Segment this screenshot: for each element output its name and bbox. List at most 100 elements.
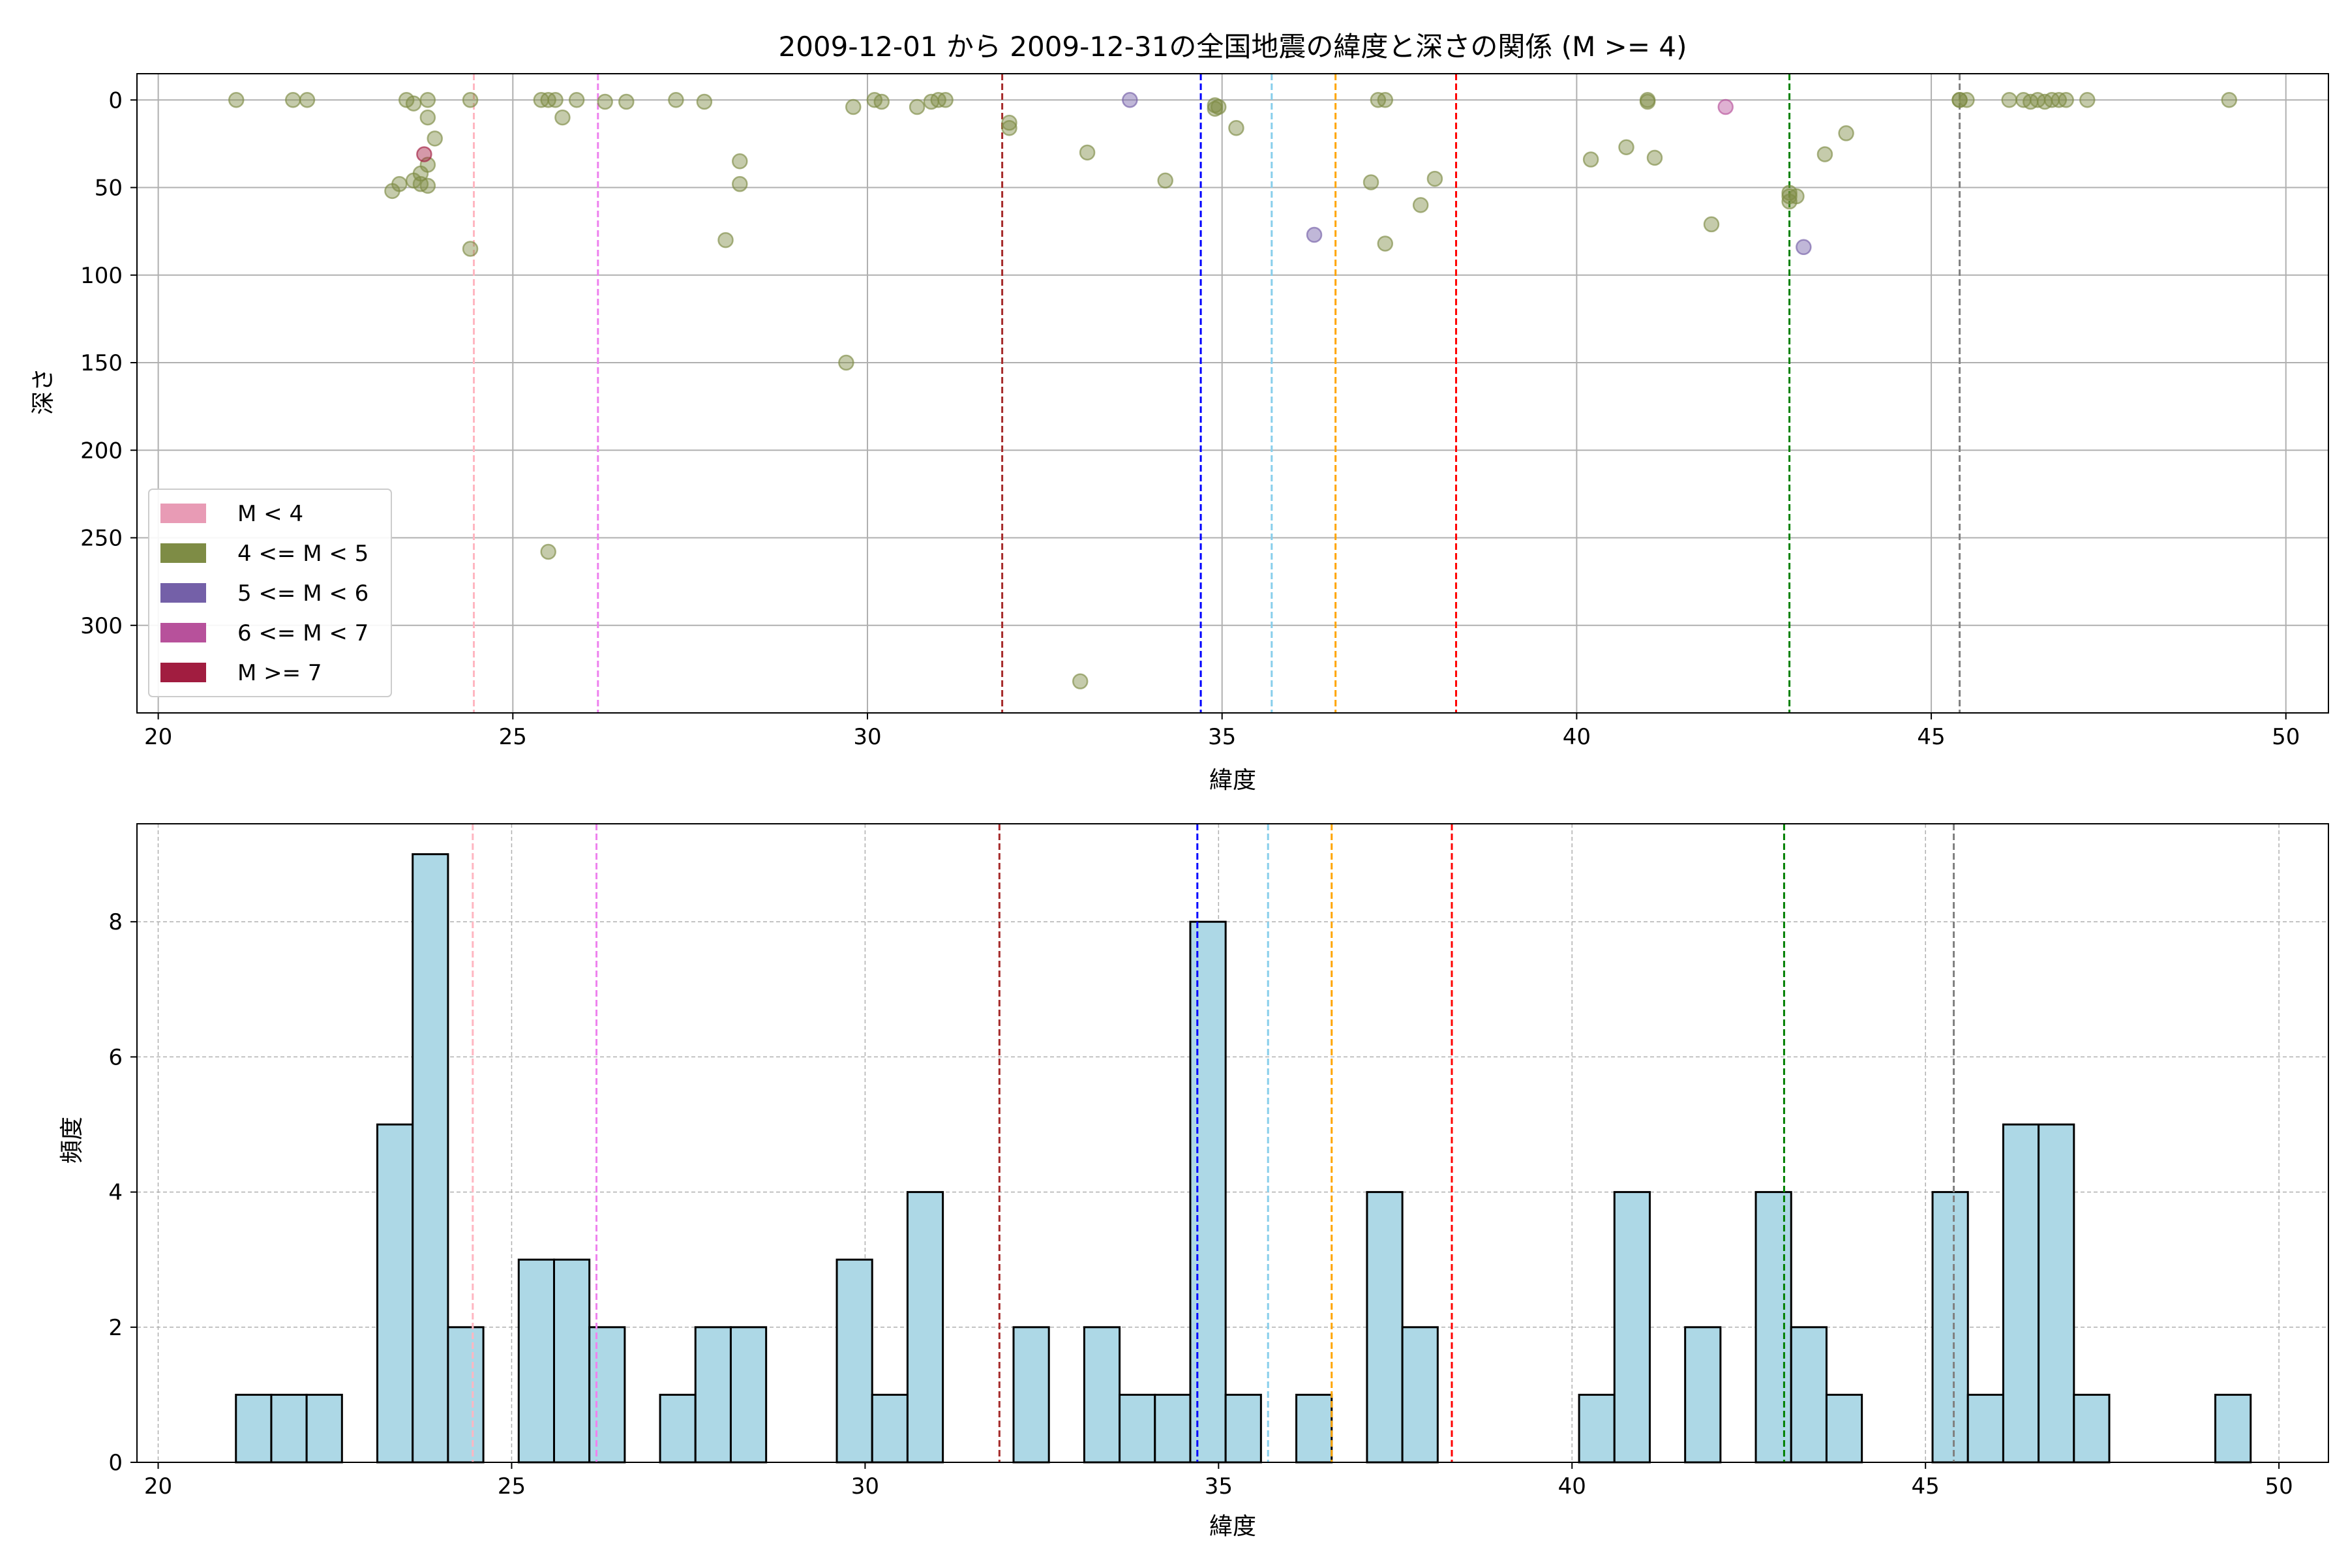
scatter-point — [1001, 119, 1017, 136]
scatter-point — [462, 92, 479, 108]
scatter-point — [391, 175, 408, 192]
scatter-point — [1639, 93, 1656, 110]
legend-swatch — [160, 663, 206, 682]
legend-label: M >= 7 — [237, 660, 322, 686]
scatter-y-tick-label: 250 — [80, 526, 123, 552]
scatter-x-axis-label: 緯度 — [1209, 767, 1256, 794]
scatter-point — [1959, 92, 1975, 108]
scatter-point — [732, 153, 748, 170]
scatter-y-tick-label: 200 — [80, 438, 123, 464]
scatter-y-axis-label: 深さ — [30, 368, 57, 415]
scatter-point — [1717, 98, 1734, 115]
scatter-point — [228, 92, 245, 108]
scatter-x-tick-label: 50 — [2272, 724, 2300, 750]
histogram-bar — [305, 1393, 343, 1464]
scatter-point — [568, 92, 585, 108]
scatter-point — [618, 93, 635, 110]
scatter-legend: M < 4 4 <= M < 5 5 <= M < 6 6 <= M < 7 M >= … — [148, 489, 392, 697]
legend-frame — [148, 489, 392, 697]
histogram-bar — [517, 1258, 555, 1464]
scatter-point — [1796, 239, 1812, 256]
histogram-bar — [871, 1393, 909, 1464]
scatter-chart-title: 2009-12-01 から 2009-12-31の全国地震の緯度と深さの関係 (… — [778, 31, 1687, 63]
scatter-point — [845, 98, 862, 115]
histogram-bar — [1224, 1393, 1262, 1464]
histogram-y-tick-label: 2 — [108, 1315, 123, 1341]
scatter-points — [228, 92, 2238, 689]
scatter-point — [1646, 149, 1663, 166]
scatter-x-tick-label: 35 — [1208, 724, 1236, 750]
scatter-point — [1838, 125, 1854, 142]
scatter-point — [1703, 216, 1720, 233]
scatter-point — [2079, 92, 2096, 108]
scatter-point — [1306, 226, 1323, 243]
scatter-point — [540, 543, 556, 560]
scatter-x-tick-label: 25 — [499, 724, 527, 750]
scatter-point — [547, 92, 564, 108]
histogram-bar — [1684, 1326, 1722, 1464]
histogram-bar — [1754, 1191, 1792, 1464]
histogram-bar — [588, 1326, 626, 1464]
scatter-reference-lines — [473, 74, 1961, 713]
scatter-point — [838, 354, 854, 371]
scatter-point — [2001, 92, 2017, 108]
histogram-bar — [835, 1258, 873, 1464]
histogram-bar — [1012, 1326, 1050, 1464]
scatter-grid — [137, 74, 2328, 713]
scatter-x-tick-label: 30 — [853, 724, 881, 750]
scatter-point — [1072, 673, 1089, 689]
scatter-point — [554, 109, 571, 126]
histogram-bar — [729, 1326, 768, 1464]
scatter-point — [1001, 114, 1017, 131]
scatter-x-tick-label: 20 — [144, 724, 172, 750]
scatter-y-tick-label: 0 — [108, 87, 123, 113]
histogram-bar — [1189, 920, 1227, 1464]
histogram-bar — [1295, 1393, 1333, 1464]
histogram-x-tick-label: 30 — [851, 1473, 879, 1500]
histogram-bar — [1966, 1393, 2004, 1464]
legend-label: M < 4 — [237, 501, 303, 527]
histogram-bar — [2214, 1393, 2252, 1464]
scatter-point — [1377, 235, 1394, 252]
histogram-bar — [2038, 1123, 2075, 1464]
scatter-point — [696, 93, 713, 110]
scatter-point — [717, 232, 734, 249]
scatter-point — [732, 175, 748, 192]
histogram-x-axis-label: 緯度 — [1209, 1513, 1256, 1540]
histogram-x-tick-label: 45 — [1912, 1473, 1940, 1500]
histogram-bar — [552, 1258, 591, 1464]
scatter-point — [2221, 92, 2238, 108]
histogram-bar — [2073, 1393, 2111, 1464]
histogram-bar — [1578, 1393, 1616, 1464]
scatter-point — [937, 92, 954, 108]
histogram-bar — [1825, 1393, 1863, 1464]
scatter-point — [419, 177, 436, 194]
scatter-point — [1122, 92, 1138, 108]
histogram-y-tick-label: 8 — [108, 909, 123, 935]
legend-swatch — [160, 543, 206, 563]
scatter-y-tick-label: 300 — [80, 613, 123, 639]
scatter-point — [284, 92, 301, 108]
histogram-bar — [1119, 1393, 1156, 1464]
scatter-point — [427, 130, 443, 147]
histogram-bars — [235, 853, 2252, 1464]
histogram-plot-frame — [136, 823, 2329, 1463]
histogram-bar — [376, 1123, 414, 1464]
histogram-x-tick-label: 40 — [1558, 1473, 1586, 1500]
scatter-point — [597, 93, 613, 110]
scatter-point — [1426, 170, 1443, 187]
histogram-x-tick-label: 25 — [498, 1473, 526, 1500]
scatter-point — [909, 98, 926, 115]
legend-label: 6 <= M < 7 — [237, 620, 369, 646]
histogram-bar — [1931, 1191, 1969, 1464]
histogram-bar — [659, 1393, 697, 1464]
histogram-bar — [2002, 1123, 2040, 1464]
scatter-point — [462, 241, 479, 257]
scatter-point — [1582, 151, 1599, 168]
scatter-y-tick-label: 150 — [80, 350, 123, 376]
histogram-y-tick-label: 0 — [108, 1450, 123, 1476]
histogram-bar — [1083, 1326, 1121, 1464]
scatter-point — [2058, 92, 2074, 108]
